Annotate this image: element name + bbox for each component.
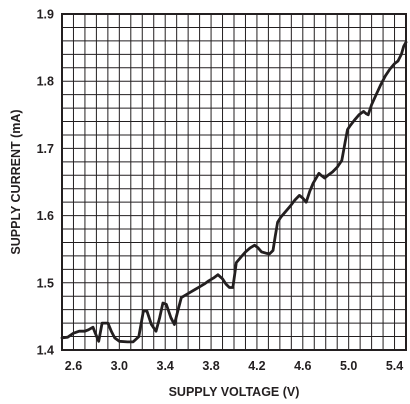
y-tick-label: 1.7 bbox=[37, 142, 54, 156]
x-tick-label: 3.4 bbox=[157, 359, 174, 373]
x-axis-title: SUPPLY VOLTAGE (V) bbox=[169, 385, 300, 399]
x-tick-label: 4.2 bbox=[248, 359, 265, 373]
x-tick-label: 3.0 bbox=[111, 359, 128, 373]
y-tick-label: 1.6 bbox=[37, 209, 54, 223]
x-tick-label: 3.8 bbox=[202, 359, 219, 373]
x-tick-label: 5.4 bbox=[386, 359, 403, 373]
y-tick-labels: 1.4 1.5 1.6 1.7 1.8 1.9 bbox=[37, 8, 54, 358]
y-tick-label: 1.9 bbox=[37, 8, 54, 22]
series-line-supply-current bbox=[60, 40, 408, 344]
y-tick-label: 1.8 bbox=[37, 75, 54, 89]
x-tick-label: 2.6 bbox=[65, 359, 82, 373]
grid bbox=[62, 14, 406, 350]
x-tick-labels: 2.6 3.0 3.4 3.8 4.2 4.6 5.0 5.4 bbox=[65, 359, 403, 373]
y-tick-label: 1.4 bbox=[37, 344, 54, 358]
plot-frame bbox=[61, 13, 407, 351]
x-tick-label: 4.6 bbox=[294, 359, 311, 373]
x-tick-label: 5.0 bbox=[340, 359, 357, 373]
y-axis-title: SUPPLY CURRENT (mA) bbox=[9, 109, 23, 254]
y-tick-label: 1.5 bbox=[37, 276, 54, 290]
